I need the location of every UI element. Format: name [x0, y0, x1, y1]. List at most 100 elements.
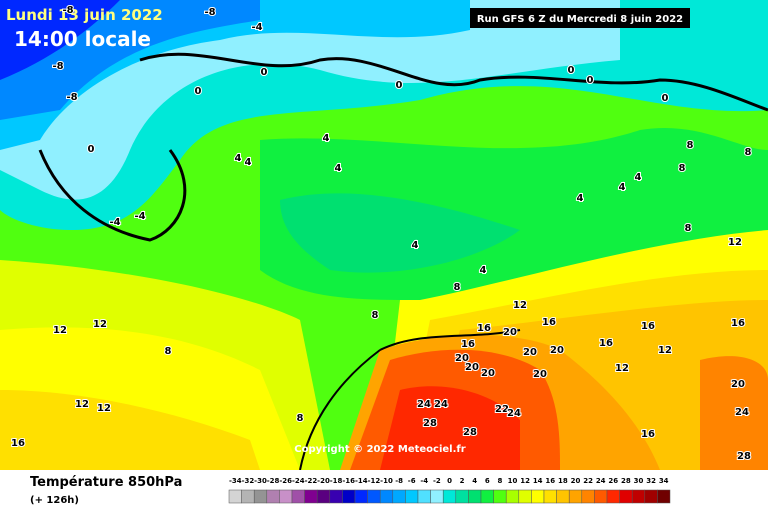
- legend: -34 -32 -30 -28 -26 -24 -22 -20 -18 -16 -14 -12 -10-…: [228, 477, 671, 504]
- legend-tick-label: 30: [634, 477, 644, 485]
- map-field: [0, 0, 768, 471]
- contour-label: 24: [434, 399, 448, 410]
- contour-label: 4: [235, 153, 242, 164]
- contour-label: 4: [412, 240, 419, 251]
- contour-label: 0: [662, 93, 669, 104]
- contour-label: 0: [261, 67, 268, 78]
- legend-tick-label: -20: [317, 477, 330, 485]
- contour-label: 8: [685, 223, 692, 234]
- contour-label: 12: [97, 403, 111, 414]
- contour-label: 24: [735, 407, 749, 418]
- legend-tick-label: -6: [408, 477, 416, 485]
- legend-tick-label: 24: [596, 477, 606, 485]
- contour-label: 12: [615, 363, 629, 374]
- legend-swatch: [505, 489, 520, 504]
- legend-swatch: [455, 489, 469, 504]
- legend-tick-label: 18: [558, 477, 568, 485]
- legend-swatch: [606, 489, 620, 504]
- legend-tick-label: -4: [420, 477, 428, 485]
- contour-label: 4: [335, 163, 342, 174]
- contour-label: 20: [523, 347, 537, 358]
- contour-label: 16: [599, 338, 613, 349]
- legend-swatch: [468, 489, 482, 504]
- contour-label: 20: [533, 369, 547, 380]
- legend-tick-label: -32: [242, 477, 255, 485]
- contour-label: 4: [245, 157, 252, 168]
- legend-swatch: [392, 489, 406, 504]
- legend-swatch: [228, 489, 242, 504]
- contour-label: 8: [687, 140, 694, 151]
- contour-label: 28: [737, 451, 751, 462]
- contour-label: 20: [550, 345, 564, 356]
- legend-swatch: [518, 489, 532, 504]
- legend-swatch: [430, 489, 444, 504]
- legend-swatch: [342, 489, 356, 504]
- date: Lundi 13 juin 2022: [6, 6, 163, 24]
- legend-swatch: [291, 489, 305, 504]
- legend-tick-label: -30: [254, 477, 267, 485]
- legend-tick-label: -24: [292, 477, 305, 485]
- contour-label: 8: [297, 413, 304, 424]
- legend-tick-label: -18: [330, 477, 343, 485]
- contour-label: 0: [195, 86, 202, 97]
- legend-swatch: [253, 489, 268, 504]
- legend-tick-label: 4: [472, 477, 477, 485]
- legend-swatch: [657, 489, 671, 504]
- contour-label: 12: [658, 345, 672, 356]
- contour-label: 20: [455, 353, 469, 364]
- legend-swatch: [543, 489, 557, 504]
- legend-tick-label: 12: [520, 477, 530, 485]
- legend-swatch: [531, 489, 545, 504]
- contour-label: 16: [461, 339, 475, 350]
- legend-tick-label: 28: [621, 477, 631, 485]
- legend-swatch: [619, 489, 633, 504]
- copyright: Copyright © 2022 Meteociel.fr: [294, 444, 465, 455]
- contour-label: 24: [417, 399, 431, 410]
- contour-label: 4: [635, 172, 642, 183]
- legend-swatch: [329, 489, 343, 504]
- legend-swatch: [581, 489, 595, 504]
- contour-label: -4: [134, 211, 145, 222]
- legend-tick-label: -10: [380, 477, 393, 485]
- legend-swatch: [480, 489, 494, 504]
- contour-label: 0: [396, 80, 403, 91]
- legend-tick-label: 26: [608, 477, 618, 485]
- legend-swatch: [644, 489, 658, 504]
- legend-swatch: [304, 489, 318, 504]
- contour-label: 8: [679, 163, 686, 174]
- contour-label: 12: [728, 237, 742, 248]
- legend-swatch: [241, 489, 255, 504]
- legend-swatch: [354, 489, 368, 504]
- legend-tick-label: -34: [229, 477, 242, 485]
- legend-tick-label: -14: [355, 477, 368, 485]
- legend-tick-label: 14: [533, 477, 543, 485]
- contour-label: 8: [372, 310, 379, 321]
- legend-swatch: [316, 489, 331, 504]
- time: 14:00 locale: [14, 27, 151, 51]
- legend-tick-label: 22: [583, 477, 593, 485]
- legend-tick-label: -26: [279, 477, 292, 485]
- contour-label: 0: [568, 65, 575, 76]
- contour-label: -4: [109, 217, 120, 228]
- legend-tick-label: 8: [497, 477, 502, 485]
- contour-label: 20: [731, 379, 745, 390]
- legend-tick-label: 10: [508, 477, 518, 485]
- contour-label: -8: [66, 92, 77, 103]
- legend-swatch: [405, 489, 419, 504]
- legend-tick-label: 6: [485, 477, 490, 485]
- contour-label: 8: [454, 282, 461, 293]
- legend-tick-label: 2: [460, 477, 465, 485]
- contour-label: 16: [542, 317, 556, 328]
- contour-label: 20: [503, 327, 517, 338]
- legend-tick-label: -8: [395, 477, 403, 485]
- contour-label: -4: [251, 22, 262, 33]
- contour-label: 12: [75, 399, 89, 410]
- contour-label: 20: [481, 368, 495, 379]
- contour-label: 0: [88, 144, 95, 155]
- legend-tick-label: 20: [571, 477, 581, 485]
- contour-label: 4: [480, 265, 487, 276]
- contour-label: 12: [93, 319, 107, 330]
- contour-label: 28: [423, 418, 437, 429]
- contour-label: -8: [62, 5, 73, 16]
